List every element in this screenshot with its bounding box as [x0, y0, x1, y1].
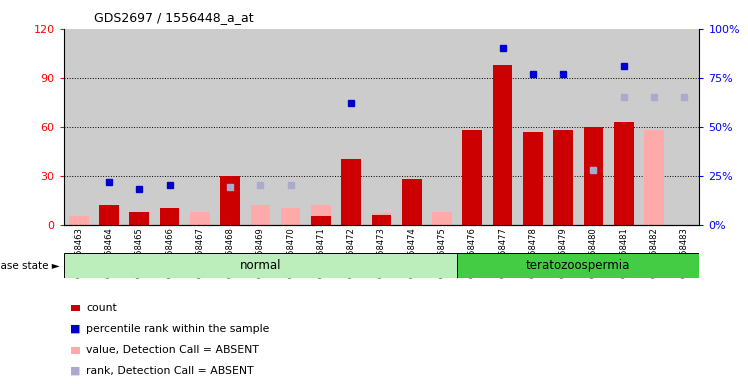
Text: ■: ■ [70, 366, 81, 376]
Text: normal: normal [239, 260, 281, 272]
Bar [336, 29, 367, 225]
Text: ■: ■ [70, 324, 81, 334]
Bar [372, 215, 391, 225]
Bar [99, 205, 119, 225]
Bar [609, 29, 639, 225]
Bar [341, 159, 361, 225]
Bar [306, 29, 336, 225]
Bar [275, 29, 306, 225]
Bar [493, 65, 512, 225]
Text: teratozoospermia: teratozoospermia [526, 260, 631, 272]
Bar [462, 130, 482, 225]
Bar [583, 127, 603, 225]
Bar [639, 29, 669, 225]
Bar [64, 253, 457, 278]
Bar [190, 212, 209, 225]
Bar [280, 209, 301, 225]
Text: count: count [86, 303, 117, 313]
Bar [427, 29, 457, 225]
Bar [669, 29, 699, 225]
Bar [396, 29, 427, 225]
Bar [548, 29, 578, 225]
Bar [160, 209, 180, 225]
Bar [372, 213, 391, 225]
Text: value, Detection Call = ABSENT: value, Detection Call = ABSENT [86, 345, 259, 355]
Bar [523, 132, 543, 225]
Bar [518, 29, 548, 225]
Bar [64, 29, 94, 225]
Bar [94, 29, 124, 225]
Bar [154, 29, 185, 225]
Bar [311, 205, 331, 225]
Bar [614, 122, 634, 225]
Text: percentile rank within the sample: percentile rank within the sample [86, 324, 269, 334]
Bar [124, 29, 154, 225]
Bar [644, 130, 663, 225]
Bar [251, 205, 270, 225]
Bar [402, 179, 422, 225]
Bar [220, 215, 240, 225]
Bar [220, 176, 240, 225]
Bar [457, 29, 488, 225]
Bar [367, 29, 396, 225]
Bar [215, 29, 245, 225]
Bar [185, 29, 215, 225]
Bar [245, 29, 275, 225]
Text: GDS2697 / 1556448_a_at: GDS2697 / 1556448_a_at [94, 12, 253, 25]
Bar [488, 29, 518, 225]
Bar [583, 167, 603, 225]
Text: disease state ►: disease state ► [0, 261, 60, 271]
Bar [311, 217, 331, 225]
Bar [69, 217, 88, 225]
Bar [432, 212, 452, 225]
Text: rank, Detection Call = ABSENT: rank, Detection Call = ABSENT [86, 366, 254, 376]
Bar [578, 29, 609, 225]
Bar [129, 212, 149, 225]
Bar [457, 253, 699, 278]
Bar [554, 130, 573, 225]
